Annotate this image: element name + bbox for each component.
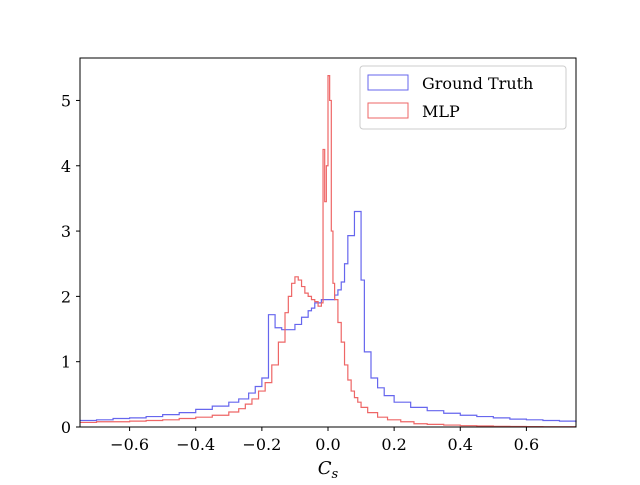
legend: Ground Truth MLP xyxy=(359,65,567,130)
series-line-mlp xyxy=(80,75,576,428)
y-tick-label: 4 xyxy=(61,157,71,176)
x-tick-label: 0.6 xyxy=(514,435,539,454)
legend-label-mlp: MLP xyxy=(422,102,460,121)
ticks-layer: −0.6 −0.4 −0.2 0.0 0.2 0.4 0.6 0 1 2 3 4 5 xyxy=(61,91,539,454)
series-line-ground-truth xyxy=(80,210,577,423)
series-layer xyxy=(80,75,577,428)
legend-box xyxy=(359,65,567,130)
x-axis-label-main: C xyxy=(318,458,332,479)
x-axis-label-subscript: s xyxy=(332,467,339,480)
y-tick-label: 5 xyxy=(61,91,71,110)
y-tick-label: 3 xyxy=(61,222,71,241)
x-axis-label: Cs xyxy=(318,458,339,480)
x-tick-label: 0.4 xyxy=(448,435,473,454)
y-tick-label: 2 xyxy=(61,287,71,306)
x-tick-label: 0.2 xyxy=(381,435,406,454)
x-tick-label: −0.2 xyxy=(242,435,281,454)
x-tick-label: 0.0 xyxy=(315,435,340,454)
legend-swatch-ground-truth xyxy=(367,74,409,91)
y-tick-label: 0 xyxy=(61,418,71,437)
y-tick-label: 1 xyxy=(61,353,71,372)
x-tick-label: −0.6 xyxy=(110,435,149,454)
legend-label-ground-truth: Ground Truth xyxy=(422,74,533,93)
x-tick-label: −0.4 xyxy=(176,435,215,454)
legend-swatch-mlp xyxy=(367,102,409,119)
